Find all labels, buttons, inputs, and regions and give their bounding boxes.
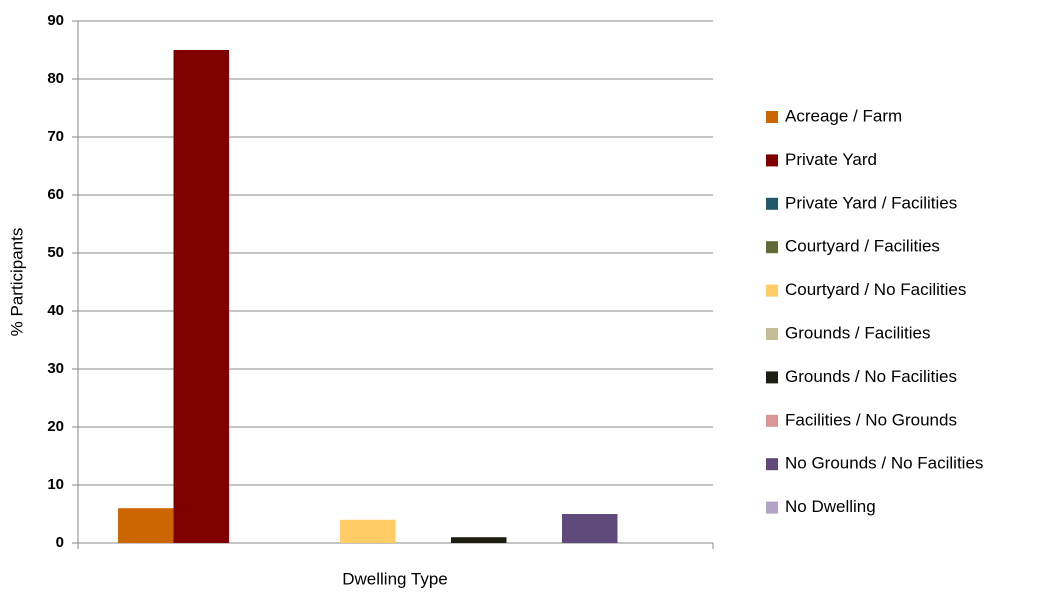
y-tick-label: 90 <box>47 12 64 29</box>
y-tick-label: 30 <box>47 360 64 377</box>
x-axis-label: Dwelling Type <box>342 569 448 588</box>
legend-label: Grounds / Facilities <box>785 323 931 342</box>
legend-label: Facilities / No Grounds <box>785 410 957 429</box>
legend-swatch <box>766 328 778 340</box>
legend-swatch <box>766 241 778 254</box>
legend-swatch <box>766 111 778 123</box>
y-tick-label: 70 <box>47 128 64 145</box>
legend-swatch <box>766 371 778 384</box>
legend-label: No Dwelling <box>785 497 876 516</box>
bar <box>561 514 618 543</box>
bar <box>118 508 174 543</box>
legend-label: Private Yard <box>785 150 877 169</box>
bar <box>340 519 396 543</box>
legend-label: Acreage / Farm <box>785 106 902 125</box>
bar <box>173 50 230 543</box>
legend-label: Private Yard / Facilities <box>785 193 957 212</box>
y-tick-label: 20 <box>47 418 64 435</box>
legend-swatch <box>766 154 778 167</box>
legend-swatch <box>766 197 778 210</box>
legend-swatch <box>766 501 778 514</box>
y-tick-label: 80 <box>47 70 64 87</box>
y-tick-label: 10 <box>47 476 64 493</box>
y-tick-label: 60 <box>47 186 64 203</box>
y-tick-label: 0 <box>56 534 64 551</box>
legend-swatch <box>766 414 778 427</box>
legend-swatch <box>766 458 778 471</box>
legend-label: Courtyard / No Facilities <box>785 280 966 299</box>
legend-label: Courtyard / Facilities <box>785 237 940 256</box>
y-axis-label: % Participants <box>7 228 26 337</box>
legend-label: Grounds / No Facilities <box>785 367 957 386</box>
legend-swatch <box>766 284 778 297</box>
y-tick-label: 40 <box>47 302 64 319</box>
legend-label: No Grounds / No Facilities <box>785 454 983 473</box>
y-tick-label: 50 <box>47 244 64 261</box>
bar <box>450 537 507 543</box>
